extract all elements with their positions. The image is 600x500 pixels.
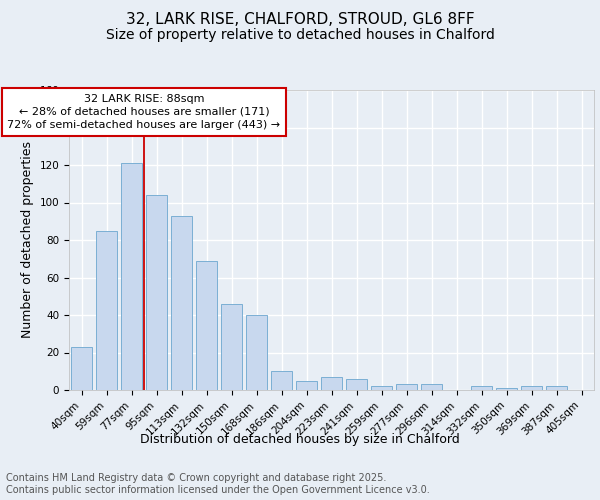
Bar xyxy=(471,386,492,390)
Bar xyxy=(71,347,92,390)
Bar xyxy=(296,380,317,390)
Bar xyxy=(321,377,342,390)
Text: 32 LARK RISE: 88sqm
← 28% of detached houses are smaller (171)
72% of semi-detac: 32 LARK RISE: 88sqm ← 28% of detached ho… xyxy=(7,94,281,130)
Bar xyxy=(546,386,567,390)
Bar xyxy=(146,195,167,390)
Bar xyxy=(371,386,392,390)
Bar xyxy=(271,371,292,390)
Bar xyxy=(221,304,242,390)
Text: Distribution of detached houses by size in Chalford: Distribution of detached houses by size … xyxy=(140,432,460,446)
Bar xyxy=(496,388,517,390)
Bar xyxy=(121,163,142,390)
Bar xyxy=(346,379,367,390)
Bar xyxy=(421,384,442,390)
Bar xyxy=(396,384,417,390)
Bar xyxy=(521,386,542,390)
Bar xyxy=(246,315,267,390)
Text: 32, LARK RISE, CHALFORD, STROUD, GL6 8FF: 32, LARK RISE, CHALFORD, STROUD, GL6 8FF xyxy=(125,12,475,28)
Y-axis label: Number of detached properties: Number of detached properties xyxy=(21,142,34,338)
Bar xyxy=(96,230,117,390)
Bar xyxy=(171,216,192,390)
Bar xyxy=(196,260,217,390)
Text: Size of property relative to detached houses in Chalford: Size of property relative to detached ho… xyxy=(106,28,494,42)
Text: Contains HM Land Registry data © Crown copyright and database right 2025.
Contai: Contains HM Land Registry data © Crown c… xyxy=(6,474,430,495)
